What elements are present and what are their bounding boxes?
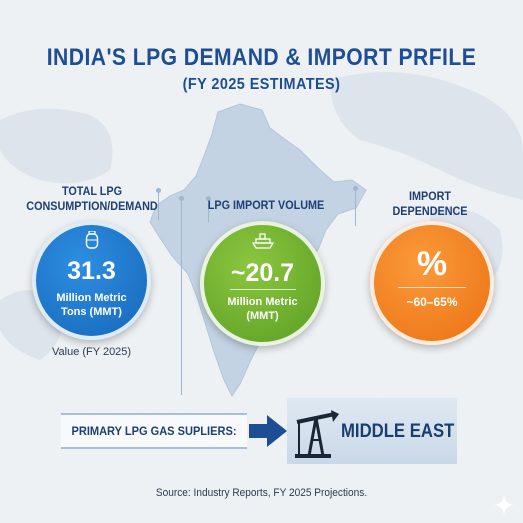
dependence-percent-symbol: %	[416, 245, 448, 283]
tanker-ship-icon	[251, 233, 274, 249]
connector-dot	[156, 188, 161, 193]
source-note: Source: Industry Reports, FY 2025 Projec…	[155, 487, 368, 499]
import-dependence-circle: % ~60–65%	[370, 221, 494, 345]
import-volume-unit-line2: (MMT)	[246, 310, 279, 322]
consumption-label-line2: CONSUMPTION/DEMAND	[26, 199, 158, 213]
consumption-circle: 31.3 Million Metric Tons (MMT)	[32, 221, 151, 340]
consumption-unit-line1: Million Metric	[56, 292, 127, 304]
page-subtitle: (FY 2025 ESTIMATES)	[182, 76, 341, 93]
dependence-range: ~60–65%	[406, 295, 458, 309]
connector-line	[355, 190, 356, 226]
consumption-unit-line2: Tons (MMT)	[61, 306, 122, 318]
suppliers-bar: PRIMARY LPG GAS SUPLIERS:	[61, 413, 247, 449]
consumption-note: Value (FY 2025)	[52, 346, 132, 358]
import-volume-unit-line1: Million Metric	[227, 296, 298, 308]
dependence-label-line2: DEPENDENCE	[392, 204, 468, 218]
consumption-label-line1: TOTAL LPG	[61, 184, 122, 198]
oil-pump-icon	[295, 410, 339, 458]
import-volume-value: ~20.7	[230, 259, 295, 287]
middle-east-label: MIDDLE EAST	[341, 421, 455, 442]
connector-line	[158, 192, 159, 220]
connector-dot	[206, 196, 211, 201]
page-title: INDIA'S LPG DEMAND & IMPORT PRFILE	[46, 44, 477, 71]
sparkle-icon	[494, 495, 514, 515]
import-volume-circle: ~20.7 Million Metric (MMT)	[200, 221, 325, 346]
suppliers-label: PRIMARY LPG GAS SUPLIERS:	[71, 424, 237, 438]
dependence-label-line1: IMPORT	[408, 189, 451, 203]
connector-line	[208, 200, 209, 222]
divider-line	[230, 289, 296, 290]
import-volume-label: LPG IMPORT VOLUME	[207, 198, 325, 212]
consumption-value: 31.3	[67, 257, 116, 285]
connector-dot	[179, 196, 184, 201]
consumption-label: TOTAL LPG CONSUMPTION/DEMAND	[20, 184, 164, 214]
divider-line	[398, 287, 466, 288]
arrow-right-icon	[249, 415, 287, 447]
connector-line	[181, 200, 182, 395]
connector-dot	[353, 186, 358, 191]
middle-east-map	[287, 398, 457, 464]
import-dependence-label: IMPORT DEPENDENCE	[385, 189, 475, 219]
gas-cylinder-icon	[85, 231, 98, 249]
